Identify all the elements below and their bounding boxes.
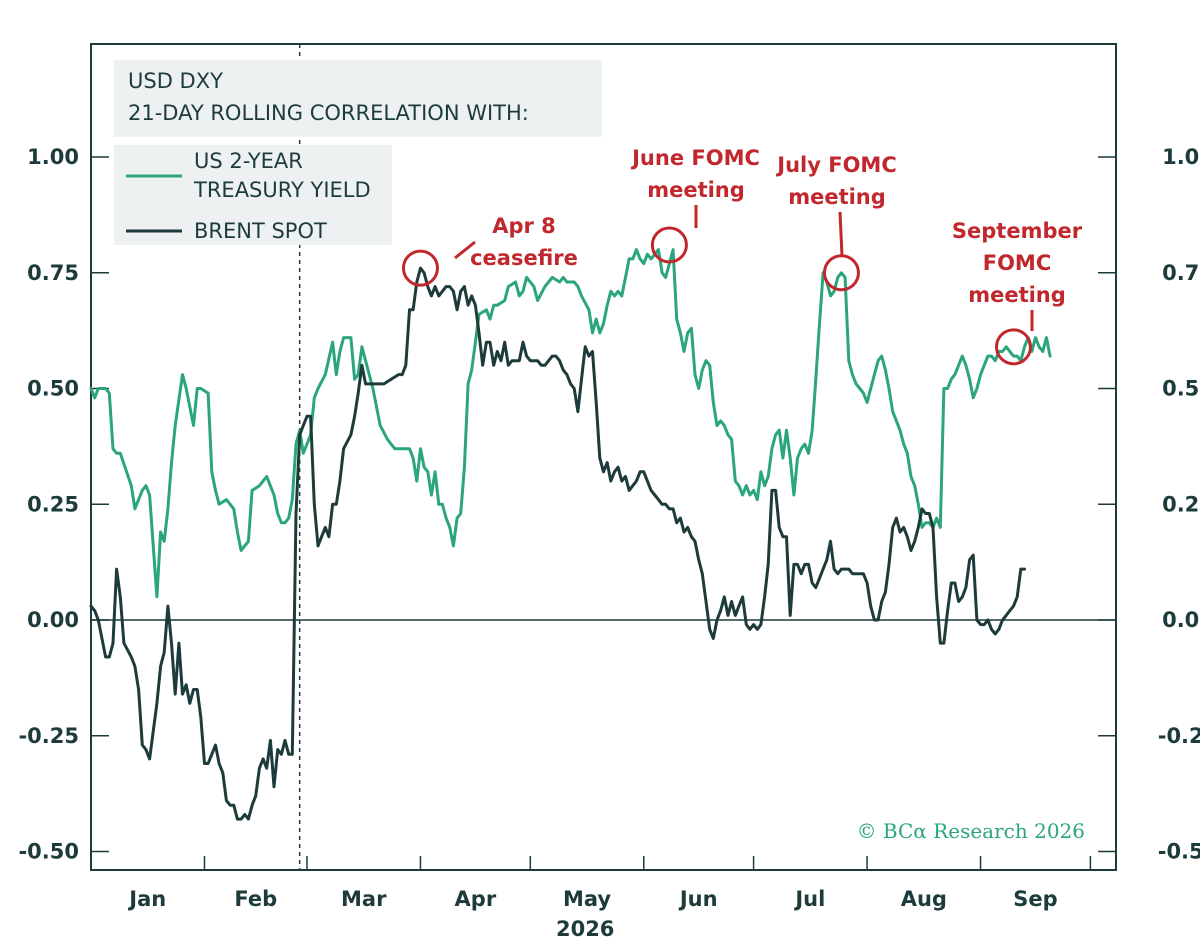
x-tick-label: Mar xyxy=(341,887,387,911)
series-line-us-2yr xyxy=(89,248,1052,599)
y-tick-label-right: 1.00 xyxy=(1162,145,1200,169)
y-tick-label-left: 0.75 xyxy=(27,261,79,285)
y-tick-label-right: -0.25 xyxy=(1158,724,1200,748)
plot-frame xyxy=(90,43,1117,871)
x-tick-label: Jan xyxy=(127,887,166,911)
y-tick-label-left: 0.50 xyxy=(27,377,79,401)
annotation-label: July FOMC xyxy=(775,153,896,177)
y-tick-label-right: -0.50 xyxy=(1158,840,1200,864)
y-tick-label-right: 0.25 xyxy=(1162,492,1200,516)
legend-label-us-2yr: TREASURY YIELD xyxy=(193,178,371,202)
annotation-label: meeting xyxy=(647,178,745,202)
annotation-pointer xyxy=(454,240,476,260)
legend-label-us-2yr: US 2-YEAR xyxy=(194,149,303,173)
annotation-label: September xyxy=(952,219,1083,243)
x-tick-label: Jun xyxy=(678,887,718,911)
y-tick-label-left: -0.25 xyxy=(18,724,79,748)
x-tick-label: Aug xyxy=(901,887,947,911)
x-tick-label: Jul xyxy=(793,887,825,911)
x-tick-label: Sep xyxy=(1013,887,1057,911)
annotation-pointer xyxy=(838,211,844,257)
chart-title-line: 21-DAY ROLLING CORRELATION WITH: xyxy=(128,101,529,125)
y-tick-label-right: 0.75 xyxy=(1162,261,1200,285)
legend-label-brent: BRENT SPOT xyxy=(194,219,327,243)
annotation-label: June FOMC xyxy=(630,146,760,170)
annotation-label: meeting xyxy=(788,185,886,209)
annotation-circle xyxy=(995,328,1032,366)
legend: USD DXY 21-DAY ROLLING CORRELATION WITH: U… xyxy=(114,60,602,245)
y-tick-label-left: 1.00 xyxy=(27,145,79,169)
annotation-circle xyxy=(401,249,439,287)
y-tick-label-left: 0.25 xyxy=(27,492,79,516)
annotation-label: Apr 8 xyxy=(492,214,556,238)
y-tick-label-right: 0.50 xyxy=(1162,377,1200,401)
chart-title-line: USD DXY xyxy=(128,69,223,93)
x-axis-year-label: 2026 xyxy=(556,917,614,941)
annotation-layer: Apr 8 ceasefire June FOMC meeting July FOMC m… xyxy=(401,146,1083,366)
series-line-brent xyxy=(89,266,1026,821)
axis-layer: 1.00 1.00 0.75 0.75 0.50 0.50 0.25 0.25 0.00 0.00… xyxy=(18,43,1200,941)
y-tick-label-left: 0.00 xyxy=(27,608,79,632)
annotation-circle xyxy=(650,226,688,264)
annotation-label: FOMC xyxy=(983,251,1052,275)
annotation-label: meeting xyxy=(968,283,1066,307)
title-box xyxy=(114,60,602,137)
annotation-label: ceasefire xyxy=(470,246,578,270)
x-tick-label: Feb xyxy=(234,887,277,911)
copyright-text: © BCα Research 2026 xyxy=(857,819,1085,843)
legend-box xyxy=(114,145,392,245)
y-tick-label-left: -0.50 xyxy=(18,840,79,864)
y-tick-label-right: 0.00 xyxy=(1162,608,1200,632)
x-tick-label: May xyxy=(563,887,611,911)
series-layer xyxy=(89,248,1052,821)
x-tick-label: Apr xyxy=(455,887,497,911)
